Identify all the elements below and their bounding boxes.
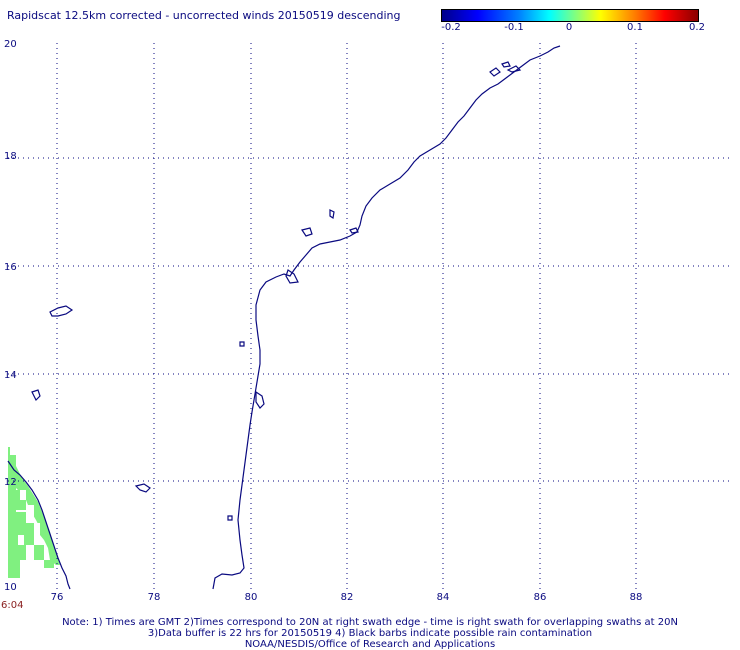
coastline xyxy=(7,45,561,590)
colorbar-tick: 0.2 xyxy=(689,22,705,33)
colorbar-tick: -0.1 xyxy=(504,22,524,33)
lon-label: 76 xyxy=(51,592,64,603)
lat-label: 12 xyxy=(4,477,17,488)
lon-label: 88 xyxy=(630,592,643,603)
colorbar-tick: 0.1 xyxy=(627,22,643,33)
lat-label: 20 xyxy=(4,39,17,50)
lat-label: 14 xyxy=(4,370,17,381)
colorbar xyxy=(441,9,699,22)
colorbar-tick: -0.2 xyxy=(441,22,461,33)
map-title: Rapidscat 12.5km corrected - uncorrected… xyxy=(7,9,401,22)
swath-time-label: 6:04 xyxy=(1,600,24,611)
lon-label: 82 xyxy=(341,592,354,603)
lon-label: 78 xyxy=(148,592,161,603)
lon-label: 80 xyxy=(245,592,258,603)
note-line-1: Note: 1) Times are GMT 2)Times correspon… xyxy=(62,617,678,628)
wind-data-gaps xyxy=(18,490,40,562)
lat-label: 18 xyxy=(4,151,17,162)
lon-label: 86 xyxy=(534,592,547,603)
latitude-labels: 20 18 16 14 12 10 xyxy=(4,39,17,593)
longitude-labels: 76 78 80 82 84 86 88 xyxy=(51,592,643,603)
lat-label: 10 xyxy=(4,582,17,593)
note-line-3: NOAA/NESDIS/Office of Research and Appli… xyxy=(244,639,496,650)
plot-frame xyxy=(8,43,730,589)
note-line-2: 3)Data buffer is 22 hrs for 20150519 4) … xyxy=(147,628,593,639)
grid-lines xyxy=(8,43,730,589)
colorbar-tick: 0 xyxy=(565,22,573,33)
lat-label: 16 xyxy=(4,262,17,273)
lon-label: 84 xyxy=(437,592,450,603)
